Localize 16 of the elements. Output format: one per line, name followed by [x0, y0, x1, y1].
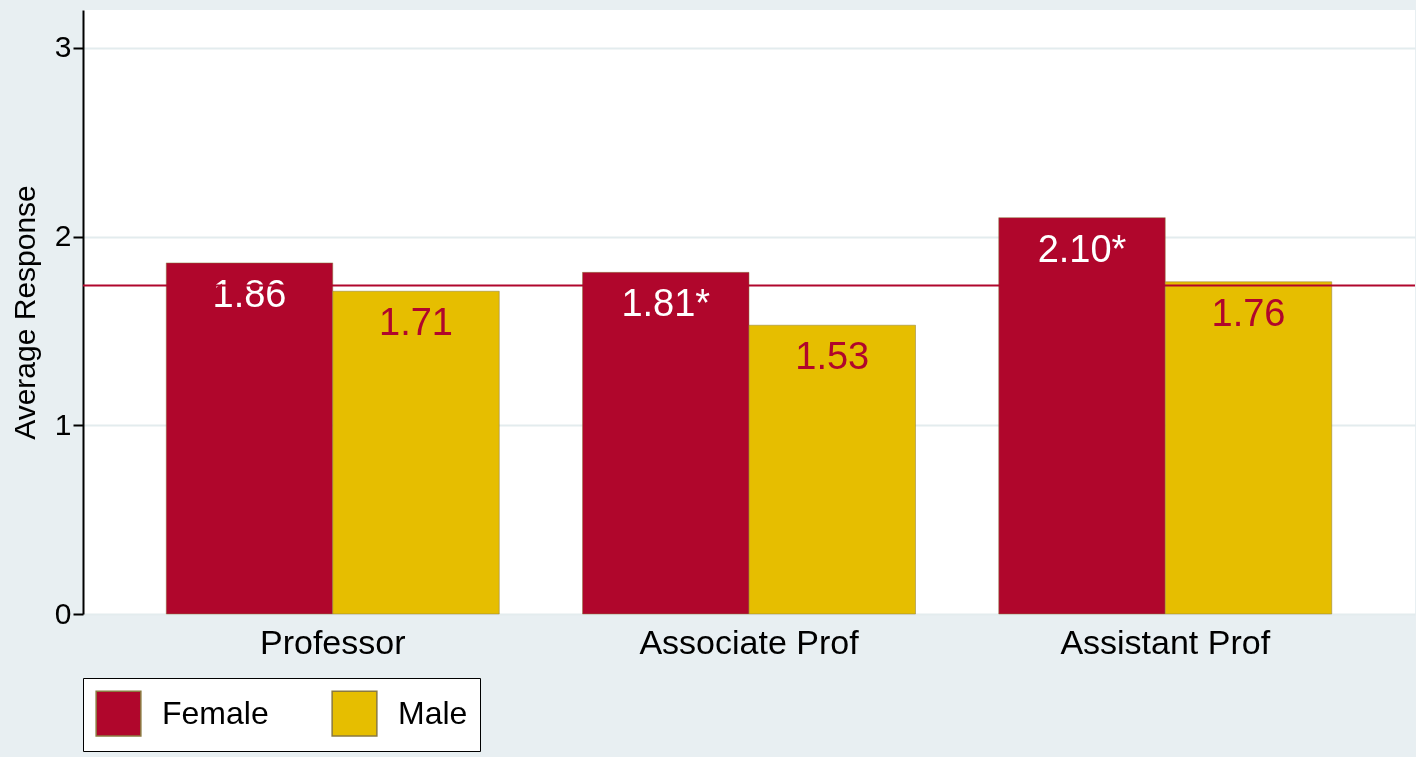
x-tick-label: Assistant Prof	[1060, 622, 1271, 661]
data-label: 1.71	[379, 301, 453, 344]
y-tick-label: 3	[54, 30, 72, 64]
x-tick-label: Professor	[260, 622, 406, 661]
legend-label: Male	[398, 694, 468, 731]
y-tick-label: 0	[54, 596, 72, 630]
data-label: 1.81*	[621, 282, 711, 325]
data-label: 1.86	[212, 272, 287, 315]
x-tick-label: Associate Prof	[639, 622, 860, 661]
y-axis-title: Average Response	[7, 185, 41, 440]
y-tick-label: 1	[54, 407, 72, 441]
data-label: 1.53	[795, 335, 870, 378]
data-label: 2.10*	[1037, 227, 1127, 270]
legend-label: Female	[162, 694, 269, 731]
y-tick-label: 2	[54, 219, 72, 252]
data-label: 1.76	[1211, 291, 1286, 334]
